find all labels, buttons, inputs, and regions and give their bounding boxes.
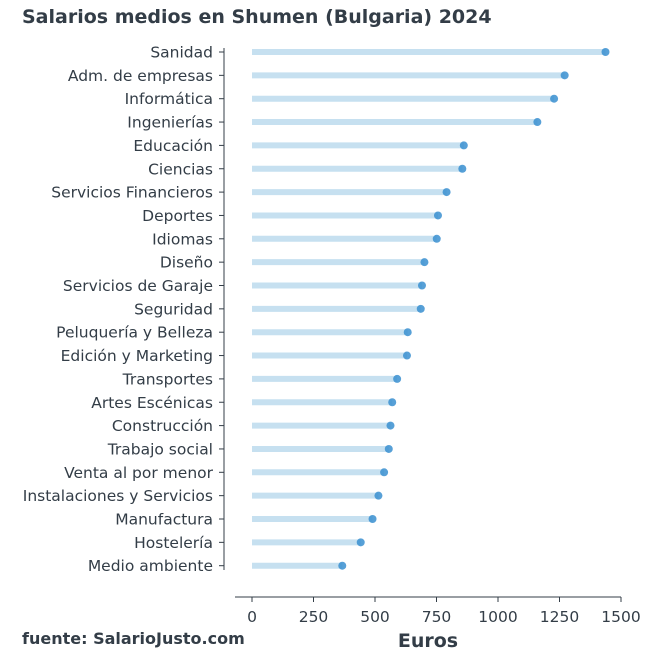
- category-label-0: Sanidad: [150, 44, 213, 62]
- data-point-16: [386, 421, 395, 430]
- category-label-10: Servicios de Garaje: [63, 277, 213, 295]
- chart-title: Salarios medios en Shumen (Bulgaria) 202…: [22, 6, 492, 28]
- category-label-4: Educación: [133, 137, 213, 155]
- data-point-20: [368, 515, 377, 523]
- data-point-9: [420, 258, 429, 267]
- x-axis-title: Euros: [398, 630, 458, 652]
- category-label-16: Construcción: [112, 417, 213, 435]
- data-point-0: [601, 48, 610, 56]
- data-point-21: [356, 538, 365, 547]
- category-label-1: Adm. de empresas: [68, 67, 213, 85]
- category-label-9: Diseño: [160, 254, 213, 272]
- category-label-3: Ingenierías: [127, 114, 213, 132]
- dots-group: [338, 48, 610, 570]
- data-point-3: [533, 118, 542, 127]
- x-tick-label-5: 1250: [540, 608, 579, 626]
- data-point-14: [393, 374, 402, 383]
- category-label-8: Idiomas: [152, 230, 213, 248]
- source-credit: fuente: SalarioJusto.com: [22, 629, 245, 648]
- category-labels: Sanidad Adm. de empresas Informática Ingeni…: [23, 44, 224, 575]
- x-tick-label-1: 250: [299, 608, 329, 626]
- category-label-14: Transportes: [122, 370, 213, 388]
- category-label-13: Edición y Marketing: [61, 347, 213, 365]
- category-label-18: Venta al por menor: [64, 464, 214, 482]
- data-point-18: [380, 468, 389, 477]
- data-point-17: [384, 444, 393, 453]
- bars-group: [252, 49, 606, 569]
- x-tick-label-4: 1000: [478, 608, 517, 626]
- category-label-11: Seguridad: [134, 300, 213, 318]
- data-point-13: [402, 351, 411, 360]
- data-point-12: [403, 328, 412, 337]
- category-label-12: Peluquería y Belleza: [56, 324, 213, 342]
- category-label-5: Ciencias: [148, 160, 213, 178]
- data-point-10: [417, 281, 426, 290]
- data-point-15: [388, 398, 397, 407]
- data-point-2: [550, 94, 559, 103]
- data-point-22: [338, 561, 347, 570]
- data-point-5: [458, 164, 467, 173]
- category-label-7: Deportes: [142, 207, 213, 225]
- x-tick-label-3: 750: [422, 608, 452, 626]
- data-point-8: [432, 234, 441, 243]
- x-tick-label-6: 1500: [601, 608, 640, 626]
- category-label-19: Instalaciones y Servicios: [23, 487, 213, 505]
- x-tick-label-0: 0: [247, 608, 257, 626]
- category-label-22: Medio ambiente: [88, 557, 213, 575]
- category-label-17: Trabajo social: [107, 440, 213, 458]
- data-point-11: [416, 304, 425, 313]
- category-label-2: Informática: [125, 90, 213, 108]
- x-axis: 0 250 500 750 1000 1250 1500: [235, 596, 641, 626]
- x-tick-label-2: 500: [360, 608, 390, 626]
- data-point-7: [433, 211, 442, 220]
- category-label-15: Artes Escénicas: [91, 394, 213, 412]
- data-point-4: [459, 141, 468, 150]
- category-label-20: Manufactura: [115, 511, 213, 529]
- category-label-21: Hostelería: [134, 534, 213, 552]
- data-point-19: [374, 491, 383, 500]
- category-label-6: Servicios Financieros: [51, 184, 213, 202]
- data-point-6: [442, 188, 451, 197]
- data-point-1: [560, 71, 569, 80]
